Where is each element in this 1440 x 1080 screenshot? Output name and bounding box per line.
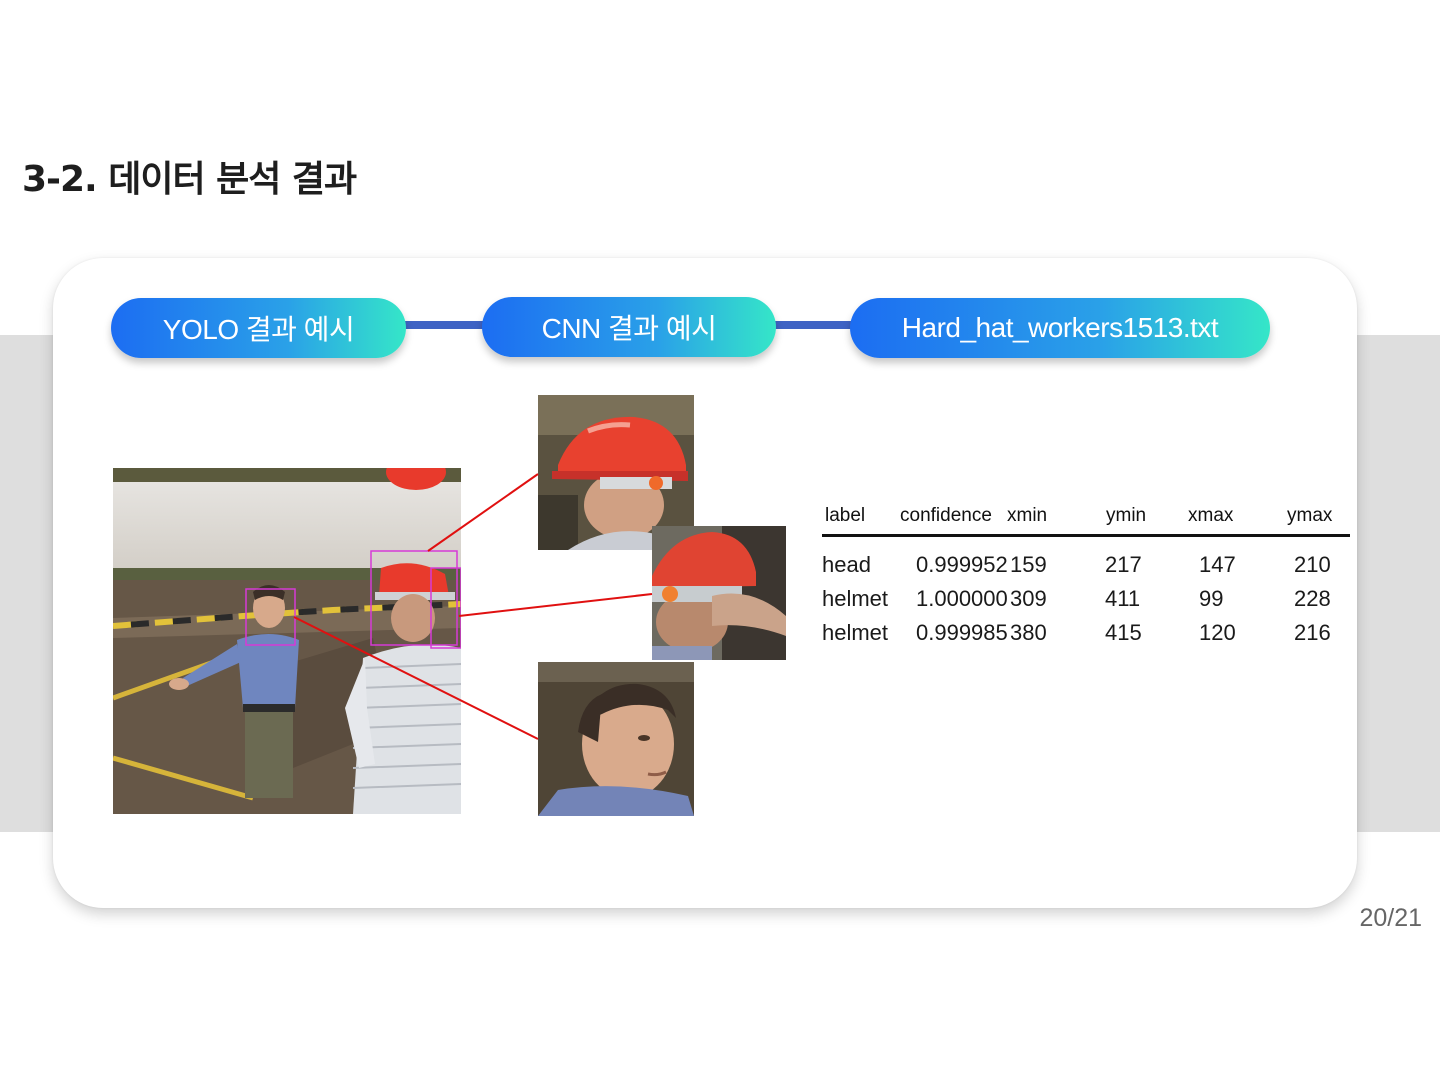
step-pill-txt-file: Hard_hat_workers1513.txt [850,298,1270,358]
cell-confidence: 1.000000 [916,586,1008,611]
table-header-rule [822,534,1350,537]
cell-xmin: 159 [1010,552,1047,577]
table-header-ymax: ymax [1287,505,1333,526]
step-pill-cnn: CNN 결과 예시 [482,297,776,357]
cnn-crop-head [538,662,694,816]
step-connector-2 [770,321,856,329]
cell-label: head [822,552,871,577]
table-header-xmin: xmin [1007,505,1048,526]
cell-xmax: 120 [1199,620,1236,645]
table-row: head 0.999952 159 217 147 210 [822,552,1350,586]
cell-ymin: 217 [1105,552,1142,577]
cell-ymax: 228 [1294,586,1331,611]
cell-ymax: 210 [1294,552,1331,577]
table-row: helmet 0.999985 380 415 120 216 [822,620,1350,654]
cell-xmax: 99 [1199,586,1224,611]
cell-ymax: 216 [1294,620,1331,645]
yolo-detection-image [113,468,461,814]
cell-xmax: 147 [1199,552,1236,577]
cell-confidence: 0.999952 [916,552,1008,577]
cell-label: helmet [822,620,889,645]
cnn-crop-helmet-2 [652,526,786,660]
helmet-crop-2-illustration [652,526,786,660]
table-header-label: label [825,505,866,526]
cell-confidence: 0.999985 [916,620,1008,645]
table-header-xmax: xmax [1188,505,1234,526]
page-number: 20/21 [1359,904,1422,932]
yolo-scene-illustration [113,468,461,814]
slide-title: 3-2. 데이터 분석 결과 [22,159,357,200]
table-header-ymin: ymin [1106,505,1147,526]
head-crop-illustration [538,662,694,816]
cell-xmin: 380 [1010,620,1047,645]
cell-ymin: 411 [1105,586,1141,611]
detection-table: label confidence xmin ymin xmax ymax hea… [822,500,1350,645]
cell-ymin: 415 [1105,620,1142,645]
cell-xmin: 309 [1010,586,1047,611]
table-row: helmet 1.000000 309 411 99 228 [822,586,1350,620]
table-header-row: label confidence xmin ymin xmax ymax [822,500,1350,534]
cell-label: helmet [822,586,889,611]
table-body: head 0.999952 159 217 147 210 helmet 1.0… [822,552,1350,654]
step-connector-1 [400,321,490,329]
step-pill-yolo: YOLO 결과 예시 [111,298,406,358]
table-header-confidence: confidence [900,505,992,526]
